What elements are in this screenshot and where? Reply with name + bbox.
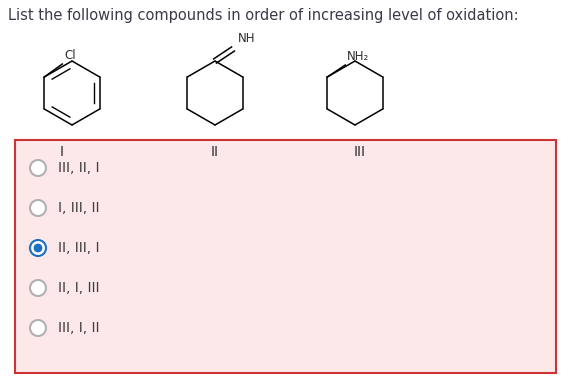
Circle shape [30, 200, 46, 216]
Text: II, III, I: II, III, I [58, 241, 99, 255]
Text: II: II [211, 145, 219, 159]
Text: NH₂: NH₂ [347, 50, 369, 63]
FancyBboxPatch shape [15, 140, 556, 373]
Text: NH: NH [238, 32, 255, 45]
Text: III, II, I: III, II, I [58, 161, 99, 175]
Text: List the following compounds in order of increasing level of oxidation:: List the following compounds in order of… [8, 8, 518, 23]
Text: I: I [60, 145, 64, 159]
Text: I, III, II: I, III, II [58, 201, 99, 215]
Text: III: III [354, 145, 366, 159]
Circle shape [30, 160, 46, 176]
Circle shape [30, 240, 46, 256]
Text: Cl: Cl [65, 49, 76, 62]
Text: II, I, III: II, I, III [58, 281, 99, 295]
Text: III, I, II: III, I, II [58, 321, 99, 335]
Circle shape [34, 244, 42, 252]
Circle shape [30, 320, 46, 336]
Circle shape [30, 280, 46, 296]
